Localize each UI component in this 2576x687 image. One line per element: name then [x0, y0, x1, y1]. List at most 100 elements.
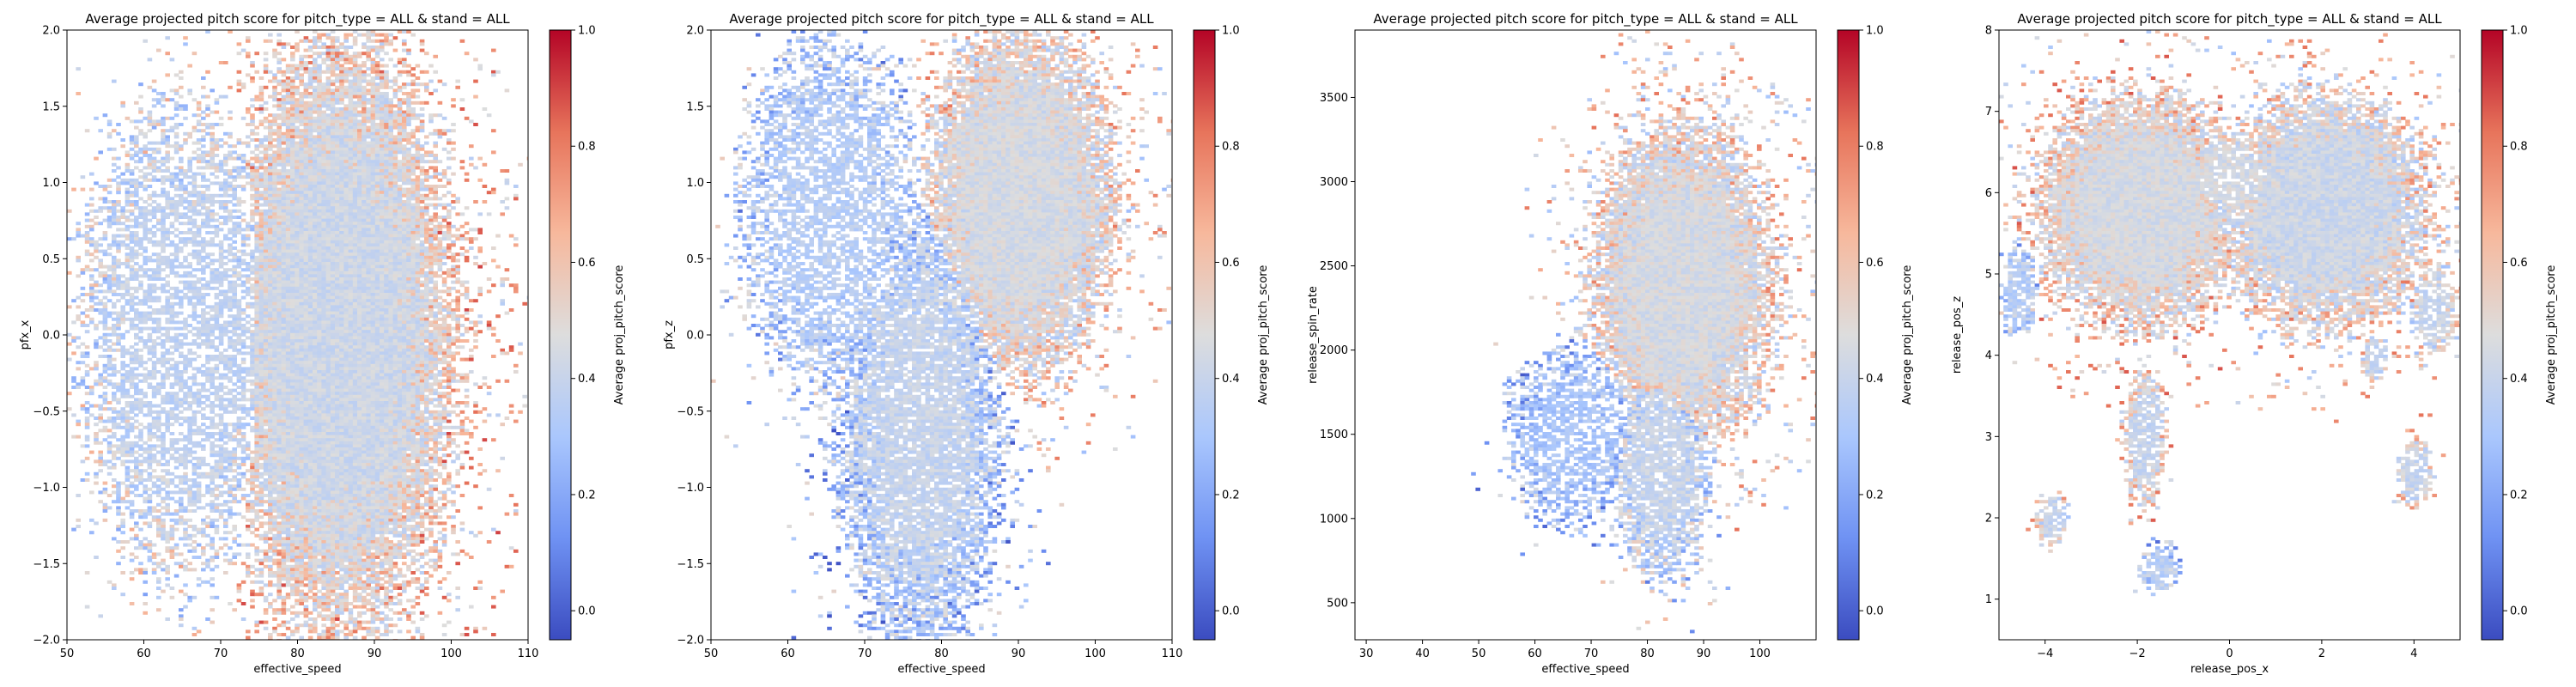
x-tick-label: −2: [2129, 647, 2146, 660]
colorbar-tick-label: 1.0: [2510, 25, 2528, 38]
x-tick-label: 60: [137, 647, 151, 660]
x-tick-label: 70: [858, 647, 872, 660]
y-axis-label: pfx_z: [663, 320, 676, 350]
hexbin-cells: [711, 30, 1172, 640]
colorbar-tick-label: 0.4: [1866, 373, 1884, 386]
colorbar-tick-label: 0.0: [1866, 605, 1884, 618]
y-tick-label: 2.0: [42, 25, 60, 38]
colorbar-tick-label: 0.2: [2510, 489, 2528, 502]
y-tick-label: 0.5: [686, 253, 704, 266]
chart-title: Average projected pitch score for pitch_…: [1373, 11, 1798, 27]
colorbar-tick-label: 0.8: [578, 141, 596, 154]
x-tick-label: 50: [704, 647, 719, 660]
y-tick-label: −2.0: [33, 635, 60, 647]
y-tick-label: 2: [1985, 513, 1992, 526]
y-tick-label: 0.5: [42, 253, 60, 266]
y-tick-label: 2.0: [686, 25, 704, 38]
colorbar-label: Average proj_pitch_score: [1901, 265, 1914, 405]
chart-title: Average projected pitch score for pitch_…: [2017, 11, 2442, 27]
y-tick-label: 1.0: [42, 177, 60, 190]
hexbin-cells: [67, 30, 528, 640]
y-tick-label: −1.0: [677, 482, 704, 495]
colorbar-tick-label: 0.2: [578, 489, 596, 502]
x-tick-label: 40: [1415, 647, 1430, 660]
x-tick-label: 110: [518, 647, 539, 660]
x-tick-label: 80: [290, 647, 305, 660]
x-tick-label: 50: [60, 647, 75, 660]
y-tick-label: 5: [1985, 269, 1992, 282]
y-tick-label: −2.0: [677, 635, 704, 647]
y-axis-label: release_pos_z: [1951, 296, 1964, 374]
y-tick-label: 1.5: [42, 100, 60, 113]
y-tick-label: 2000: [1320, 344, 1348, 357]
y-tick-label: 6: [1985, 187, 1992, 200]
colorbar-tick-label: 1.0: [1222, 25, 1240, 38]
colorbar-tick-label: 0.2: [1866, 489, 1884, 502]
colorbar-tick-label: 0.4: [578, 373, 596, 386]
x-tick-label: 90: [368, 647, 382, 660]
y-axis-label: pfx_x: [19, 319, 32, 350]
y-tick-label: 1.0: [686, 177, 704, 190]
x-tick-label: 100: [1084, 647, 1106, 660]
x-tick-label: 80: [1640, 647, 1655, 660]
y-tick-label: 0.0: [686, 330, 704, 343]
x-tick-label: 4: [2410, 647, 2417, 660]
y-tick-label: 500: [1327, 597, 1348, 610]
y-tick-label: 1000: [1320, 513, 1348, 526]
y-tick-label: 0.0: [42, 330, 60, 343]
colorbar: [1837, 29, 1860, 641]
colorbar-tick-label: 0.6: [2510, 257, 2528, 270]
hexbin-cells: [1471, 30, 1816, 634]
chart-panel-1: 50 60 70 80 90 100 110 −2.0 −1.5 −1.0 −0.5 0.0 0.5 1.…: [19, 11, 626, 676]
colorbar: [1193, 29, 1216, 641]
colorbar-tick-label: 0.8: [1866, 141, 1884, 154]
colorbar-tick-label: 0.4: [2510, 373, 2528, 386]
colorbar-tick-label: 0.0: [2510, 605, 2528, 618]
y-tick-label: 1500: [1320, 429, 1348, 441]
x-tick-label: 100: [1749, 647, 1771, 660]
colorbar-label: Average proj_pitch_score: [2545, 265, 2558, 405]
chart-panel-3: 30 40 50 60 70 80 90 100 500 1000 1500 2000 2500 3000…: [1307, 11, 1914, 676]
y-tick-label: −1.5: [33, 558, 60, 571]
x-tick-label: 90: [1012, 647, 1026, 660]
colorbar-tick-label: 0.0: [1222, 605, 1240, 618]
colorbar-tick-label: 1.0: [578, 25, 596, 38]
y-tick-label: −1.0: [33, 482, 60, 495]
x-tick-label: 30: [1359, 647, 1374, 660]
colorbar-label: Average proj_pitch_score: [1257, 265, 1270, 405]
chart-panel-4: −4 −2 0 2 4 1 2 3 4 5 6 7 8 Average projected pitch s…: [1951, 11, 2558, 676]
x-axis-label: effective_speed: [1541, 663, 1629, 676]
x-tick-label: 70: [1584, 647, 1599, 660]
colorbar: [549, 29, 572, 641]
x-axis-label: release_pos_x: [2190, 663, 2269, 676]
colorbar-tick-label: 0.6: [578, 257, 596, 270]
x-axis-label: effective_speed: [253, 663, 341, 676]
y-axis-label: release_spin_rate: [1307, 286, 1320, 384]
y-tick-label: 3000: [1320, 176, 1348, 189]
hexbin-cells: [1999, 30, 2460, 597]
colorbar-tick-label: 0.0: [578, 605, 596, 618]
y-tick-label: −0.5: [677, 405, 704, 418]
colorbar-label: Average proj_pitch_score: [613, 265, 626, 405]
x-tick-label: 70: [214, 647, 228, 660]
y-tick-label: 7: [1985, 106, 1992, 119]
chart-title: Average projected pitch score for pitch_…: [729, 11, 1154, 27]
axes-frame: [1354, 29, 1817, 641]
colorbar: [2481, 29, 2504, 641]
y-tick-label: 1.5: [686, 100, 704, 113]
y-tick-label: 2500: [1320, 260, 1348, 273]
colorbar-tick-label: 1.0: [1866, 25, 1884, 38]
y-tick-label: 4: [1985, 350, 1992, 362]
y-tick-label: −0.5: [33, 405, 60, 418]
chart-title: Average projected pitch score for pitch_…: [85, 11, 510, 27]
x-tick-label: 110: [1162, 647, 1183, 660]
colorbar-tick-label: 0.8: [1222, 141, 1240, 154]
colorbar-tick-label: 0.2: [1222, 489, 1240, 502]
x-tick-label: −4: [2037, 647, 2053, 660]
x-tick-label: 0: [2226, 647, 2233, 660]
x-tick-label: 60: [1528, 647, 1542, 660]
y-tick-label: 1: [1985, 593, 1992, 606]
x-axis-label: effective_speed: [897, 663, 985, 676]
colorbar-tick-label: 0.8: [2510, 141, 2528, 154]
